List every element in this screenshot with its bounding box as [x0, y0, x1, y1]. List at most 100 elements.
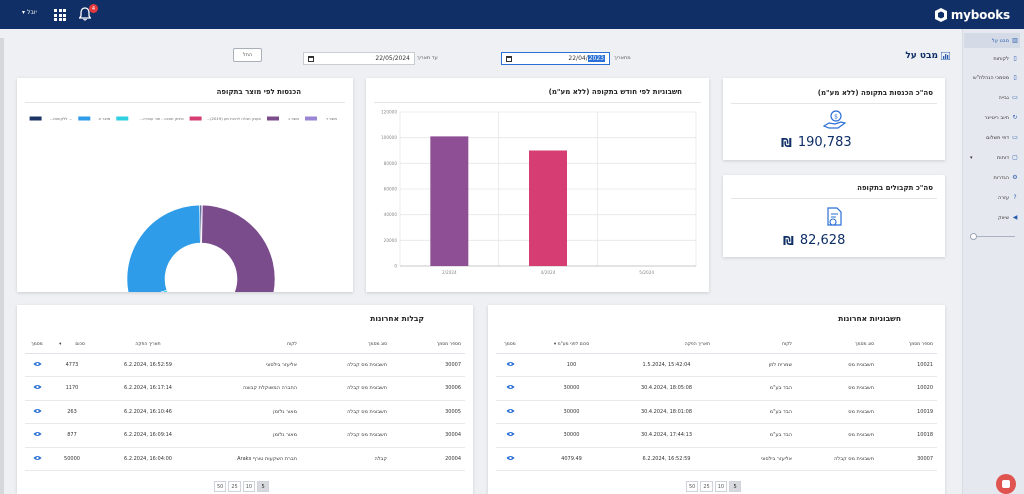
- chat-button[interactable]: [996, 474, 1016, 494]
- page-size-option[interactable]: 10: [242, 481, 256, 492]
- view-document-cell[interactable]: [496, 447, 524, 471]
- sidebar-item-marketing[interactable]: שיווק ◀: [964, 210, 1020, 225]
- view-eye-icon[interactable]: [32, 455, 42, 461]
- table-row[interactable]: 877 6.2.2024, 16:09:14 מאור גלזמן חשבונית מ…: [25, 423, 465, 448]
- page-title-text: מבט על: [905, 51, 938, 61]
- sidebar-item-label: לקוחות: [993, 55, 1009, 62]
- legend-swatch: [29, 116, 42, 121]
- sidebar-item-clients[interactable]: לקוחות ▯: [964, 51, 1020, 66]
- slider-knob[interactable]: [970, 233, 977, 240]
- view-document-cell[interactable]: [496, 423, 524, 448]
- sidebar-item-reports[interactable]: ▾ דוחות ▢: [964, 150, 1020, 165]
- view-eye-icon[interactable]: [505, 431, 515, 437]
- kpi-income-card: סה"כ הכנסות בתקופה (ללא מע"מ) $ ₪ 190,78…: [723, 78, 945, 160]
- table-row[interactable]: 4773 6.2.2024, 16:52:59 אליעזר בילסוני חשבו…: [25, 353, 465, 377]
- view-eye-icon[interactable]: [32, 408, 42, 414]
- date-cell: 6.2.2024, 16:52:59: [95, 353, 201, 377]
- table-row[interactable]: 30000 30.4.2024, 17:44:13 הבד בע"מ חשבונית …: [496, 423, 937, 448]
- legend-label: מוצר ד: [326, 116, 338, 121]
- invoices-pagination: 50 25 10 5: [686, 481, 742, 492]
- user-menu[interactable]: ▾ יובל: [22, 9, 37, 16]
- col-doc-type: סוג מסמך: [796, 337, 878, 354]
- table-row[interactable]: 30000 30.4.2024, 18:01:08 הבד בע"מ חשבונית …: [496, 400, 937, 424]
- table-row[interactable]: 263 6.2.2024, 16:10:46 מאור גלזמן חשבונית מ…: [25, 400, 465, 424]
- doc-type-cell: קבלה: [301, 447, 391, 471]
- sort-icon[interactable]: ▾: [553, 342, 557, 348]
- sidebar-item-retainer[interactable]: חיוב ריטיינר ↻: [964, 110, 1020, 125]
- col-amount-before-vat[interactable]: ▾ סכום לפני מע"מ: [524, 337, 619, 354]
- legend-swatch: [116, 116, 129, 121]
- sidebar-item-payment-pages[interactable]: דפי תשלום ▭: [964, 130, 1020, 145]
- col-label: סכום: [75, 342, 85, 348]
- date-cell: 6.2.2024, 16:09:14: [95, 423, 201, 448]
- apps-grid-icon[interactable]: [54, 9, 66, 21]
- amount-cell: 877: [49, 423, 95, 448]
- page-size-option-active[interactable]: 5: [729, 481, 742, 492]
- page-size-option[interactable]: 25: [228, 481, 241, 492]
- col-amount[interactable]: ▾ סכום: [49, 337, 95, 354]
- sidebar-item-label: גבייה: [998, 94, 1009, 101]
- sidebar-item-help[interactable]: עזרה?: [964, 190, 1020, 205]
- page-size-option[interactable]: 50: [214, 481, 227, 492]
- table-row[interactable]: 30000 30.4.2024, 18:05:08 הבד בע"מ חשבונית …: [496, 376, 937, 401]
- apply-filter-button[interactable]: החל: [233, 48, 262, 62]
- kpi-income-value: ₪ 190,783: [781, 135, 852, 150]
- view-eye-icon[interactable]: [505, 361, 515, 367]
- view-document-cell[interactable]: [496, 353, 524, 377]
- donut-slice: [126, 204, 201, 292]
- y-tick-label: 20000: [384, 238, 398, 243]
- sidebar-item-collection[interactable]: גבייה ▭: [964, 90, 1020, 105]
- table-row[interactable]: 4079.49 6.2.2024, 16:52:59 אליעזר בילסוני ח…: [496, 447, 937, 471]
- legend-label: מוצר א: [99, 116, 111, 121]
- view-eye-icon[interactable]: [505, 408, 515, 414]
- view-eye-icon[interactable]: [505, 455, 515, 461]
- receipts-pagination: 50 25 10 5: [214, 481, 270, 492]
- sidebar-item-label: מסמכי הנהלח"ש: [973, 74, 1009, 81]
- col-doc-type: סוג מסמך: [301, 337, 391, 354]
- kpi-receipts-value: ₪ 82,628: [783, 233, 845, 248]
- view-eye-icon[interactable]: [32, 384, 42, 390]
- table-row[interactable]: 100 1.5.2024, 15:42:04 שמרית לתן חשבונית מס…: [496, 353, 937, 377]
- view-document-cell[interactable]: [496, 400, 524, 424]
- doc-number-cell: 20004: [391, 447, 465, 471]
- gear-icon: ⚙: [1012, 173, 1018, 181]
- sidebar-item-settings[interactable]: הגדרות ⚙: [964, 170, 1020, 185]
- sidebar-item-documents[interactable]: מסמכי הנהלח"ש ▯: [964, 70, 1020, 85]
- doc-type-cell: חשבונית מס קבלה: [301, 353, 391, 377]
- page-scrollbar[interactable]: [0, 38, 4, 494]
- doc-number-cell: 10018: [878, 423, 937, 448]
- view-document-cell[interactable]: [25, 423, 49, 448]
- calendar-icon[interactable]: [506, 56, 512, 62]
- view-eye-icon[interactable]: [32, 431, 42, 437]
- view-document-cell[interactable]: [25, 400, 49, 424]
- page-size-option[interactable]: 25: [700, 481, 713, 492]
- page-size-option[interactable]: 50: [686, 481, 699, 492]
- view-eye-icon[interactable]: [32, 361, 42, 367]
- sidebar-zoom-slider[interactable]: [970, 233, 1015, 240]
- view-document-cell[interactable]: [25, 447, 49, 471]
- page-size-option-active[interactable]: 5: [257, 481, 270, 492]
- legend-label: ...סינזק תוכנה - תור עבודה: [140, 116, 185, 121]
- legend-item: מוצר ג: [267, 116, 299, 121]
- brand-logo[interactable]: mybooks: [934, 6, 1010, 23]
- from-date-input[interactable]: 22/04/2023: [501, 52, 610, 65]
- date-cell: 6.2.2024, 16:52:59: [619, 447, 714, 471]
- view-eye-icon[interactable]: [505, 384, 515, 390]
- sort-icon[interactable]: ▾: [59, 342, 62, 348]
- card-divider: [25, 102, 345, 103]
- view-document-cell[interactable]: [496, 376, 524, 401]
- view-document-cell[interactable]: [25, 376, 49, 401]
- view-document-cell[interactable]: [25, 353, 49, 377]
- sidebar-item-label: דוחות: [996, 154, 1009, 161]
- bar-chart-title: חשבוניות לפי חודש בתקופה (ללא מע"מ): [548, 88, 682, 96]
- table-row[interactable]: 1170 6.2.2024, 16:17:14 החברה המשוקלת קבוצ…: [25, 376, 465, 401]
- col-label: סכום לפני מע"מ: [557, 342, 590, 348]
- bell-icon[interactable]: [79, 7, 91, 21]
- calendar-icon[interactable]: [308, 56, 314, 62]
- page-size-option[interactable]: 10: [714, 481, 728, 492]
- to-date-input[interactable]: 22/05/2024: [303, 52, 415, 65]
- client-cell: שמרית לתן: [714, 353, 796, 377]
- sidebar-item-label: מבט על: [991, 37, 1009, 44]
- table-row[interactable]: 50000 6.2.2024, 16:04:00 Araks חברת השקעות…: [25, 447, 465, 471]
- sidebar-item-overview[interactable]: מבט על ▥: [964, 33, 1020, 48]
